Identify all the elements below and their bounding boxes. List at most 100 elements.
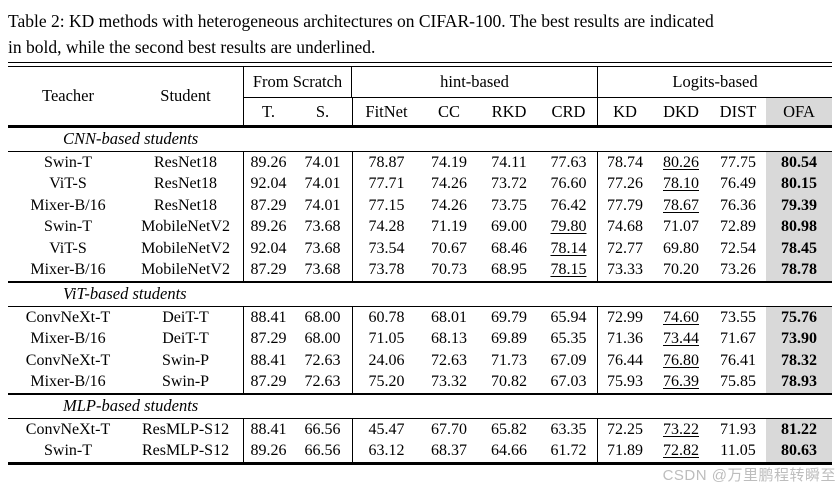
student-cell: MobileNetV2 [141,261,230,279]
value-text: 68.13 [431,330,467,348]
value-text: 75.76 [781,308,817,326]
value-cell: 74.01 [293,174,352,196]
value-text: 70.82 [491,373,527,391]
value-text: 92.04 [250,239,287,257]
value-text: 65.35 [550,330,587,348]
value-cell: 78.67 [652,195,710,217]
value-cell: 68.46 [478,238,540,260]
value-cell: 71.07 [652,217,710,239]
value-text: 76.39 [663,373,699,391]
table-row: Mixer-B/16 Swin-P 87.29 72.63 75.20 73.32 70.8… [8,371,832,394]
value-text: 73.32 [431,373,467,391]
value-cell: 74.26 [420,195,478,217]
value-text: 77.75 [720,153,756,171]
value-cell: 69.80 [652,238,710,260]
value-text: 67.03 [550,373,587,391]
value-text: 45.47 [368,420,405,438]
value-text: 65.94 [550,308,587,326]
value-cell: 73.68 [293,217,352,239]
table-row: ConvNeXt-T Swin-P 88.41 72.63 24.06 72.63 71.7… [8,350,832,372]
table-row: ViT-S MobileNetV2 92.04 73.68 73.54 70.67 68.4… [8,238,832,260]
value-text: 77.26 [607,175,643,193]
value-text: 24.06 [368,351,405,369]
value-text: 78.10 [663,175,699,193]
value-text: 74.19 [431,153,467,171]
value-cell: 73.33 [597,259,652,281]
value-text: 73.55 [720,308,756,326]
value-text: 68.95 [491,261,527,279]
value-text: 68.00 [304,330,341,348]
value-text: 87.29 [250,261,287,279]
value-cell: 88.41 [243,419,293,441]
section-label: CNN-based students [63,129,199,148]
teacher-cell: ConvNeXt-T [25,308,111,326]
value-text: 76.49 [720,175,756,193]
value-cell: 65.94 [540,307,597,329]
value-text: 88.41 [250,420,287,438]
section-label: MLP-based students [63,396,199,415]
value-text: 73.75 [491,196,527,214]
value-cell: 75.20 [352,371,420,393]
value-cell: 75.85 [710,372,766,394]
value-cell: 87.29 [243,259,293,281]
table-bottom-rule [8,462,832,465]
value-text: 79.39 [781,196,817,214]
col-header-crd: CRD [551,101,586,121]
value-text: 74.26 [431,175,467,193]
value-cell: 11.05 [710,441,766,463]
watermark: CSDN @万里鹏程转瞬至 [662,467,836,484]
value-cell: 72.77 [597,238,652,260]
value-cell: 66.56 [293,419,352,441]
value-text: 73.22 [663,420,699,438]
section-divider [8,281,832,283]
value-cell: 71.67 [710,329,766,351]
value-cell: 72.54 [710,238,766,260]
value-text: 71.89 [607,442,643,460]
caption-line-1: Table 2: KD methods with heterogeneous a… [8,11,714,31]
value-cell: 61.72 [540,441,597,463]
value-text: 72.63 [431,351,467,369]
table-top-rule [8,62,832,67]
value-text: 78.87 [368,153,405,171]
value-text: 80.54 [781,153,817,171]
value-cell: 73.44 [652,329,710,351]
value-text: 73.26 [720,261,756,279]
value-cell: 68.00 [293,329,352,351]
value-cell: 72.99 [597,307,652,329]
value-text: 69.89 [491,330,527,348]
col-header-student: Student [160,86,211,105]
value-cell: 71.93 [710,419,766,441]
value-cell: 73.22 [652,419,710,441]
student-cell: ResMLP-S12 [141,442,230,460]
header-bottom-rule [8,125,832,128]
table-body: CNN-based students Swin-T ResNet18 89.26 74.… [8,128,832,463]
value-cell: 72.63 [420,350,478,372]
value-cell: 79.39 [766,195,832,217]
value-text: 76.44 [607,351,643,369]
value-text: 71.05 [368,330,405,348]
value-cell: 76.42 [540,195,597,217]
student-cell: ResNet18 [153,196,218,214]
value-text: 64.66 [491,442,527,460]
value-cell: 70.73 [420,260,478,282]
value-text: 71.67 [720,330,756,348]
value-cell: 67.70 [420,419,478,441]
value-text: 72.89 [720,218,756,236]
table-row: ConvNeXt-T ResMLP-S12 88.41 66.56 45.47 67.70… [8,419,832,441]
value-cell: 76.60 [540,174,597,196]
student-cell: Swin-P [161,373,210,391]
value-cell: 65.82 [478,419,540,441]
value-cell: 88.41 [243,350,293,372]
value-text: 71.93 [720,420,756,438]
value-text: 77.15 [368,196,405,214]
value-cell: 68.37 [420,441,478,463]
value-text: 73.33 [607,261,643,279]
value-cell: 78.10 [652,174,710,196]
value-text: 78.14 [550,239,587,257]
value-cell: 75.93 [597,371,652,393]
value-text: 78.78 [781,261,817,279]
value-cell: 78.45 [766,238,832,260]
value-cell: 74.01 [293,195,352,217]
value-cell: 73.55 [710,307,766,329]
value-text: 75.20 [368,373,405,391]
